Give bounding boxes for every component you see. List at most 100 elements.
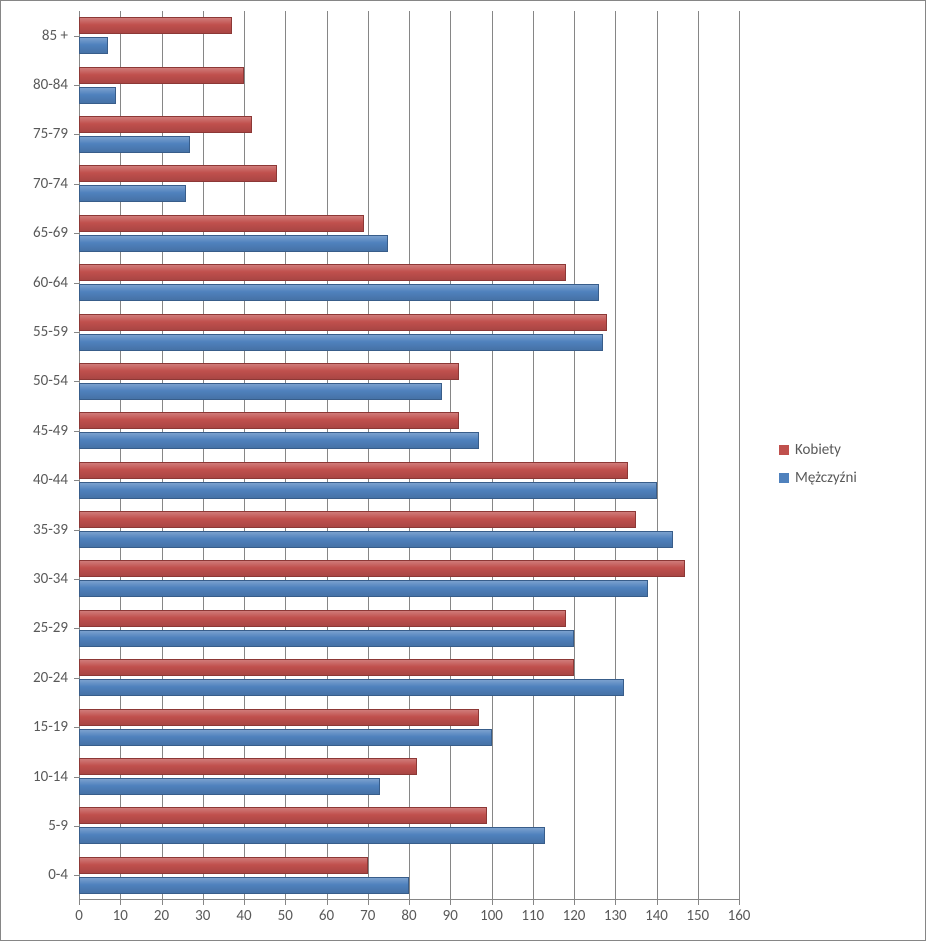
bar	[79, 17, 232, 34]
y-tick-label: 5-9	[48, 817, 68, 835]
x-tick-label: 40	[236, 907, 251, 925]
x-tick	[409, 900, 410, 905]
y-tick	[74, 332, 79, 333]
x-tick	[244, 900, 245, 905]
x-tick-label: 0	[75, 907, 83, 925]
bar	[79, 264, 566, 281]
bar	[79, 215, 364, 232]
y-tick-label: 70-74	[33, 175, 68, 193]
y-tick	[74, 134, 79, 135]
y-tick	[74, 628, 79, 629]
gridline	[615, 11, 616, 900]
plot-area	[79, 11, 739, 900]
bar	[79, 185, 186, 202]
y-tick-label: 65-69	[33, 224, 68, 242]
y-tick	[74, 579, 79, 580]
bar	[79, 511, 636, 528]
bar	[79, 116, 252, 133]
gridline	[450, 11, 451, 900]
y-tick-label: 45-49	[33, 422, 68, 440]
gridline	[698, 11, 699, 900]
x-tick	[657, 900, 658, 905]
x-tick-label: 80	[401, 907, 416, 925]
bar	[79, 758, 417, 775]
bar	[79, 383, 442, 400]
legend-swatch	[779, 473, 789, 483]
y-tick	[74, 875, 79, 876]
gridline	[574, 11, 575, 900]
bar	[79, 630, 574, 647]
bar	[79, 136, 190, 153]
bar	[79, 87, 116, 104]
y-tick-label: 35-39	[33, 521, 68, 539]
bar	[79, 827, 545, 844]
x-tick	[450, 900, 451, 905]
bar	[79, 610, 566, 627]
x-tick	[120, 900, 121, 905]
x-tick-label: 100	[480, 907, 503, 925]
bar	[79, 679, 624, 696]
bar	[79, 284, 599, 301]
bar	[79, 412, 459, 429]
y-tick	[74, 727, 79, 728]
y-tick-label: 0-4	[48, 866, 68, 884]
x-tick	[574, 900, 575, 905]
x-tick-label: 30	[195, 907, 210, 925]
y-tick	[74, 826, 79, 827]
x-tick-label: 150	[686, 907, 709, 925]
x-tick	[739, 900, 740, 905]
x-tick	[492, 900, 493, 905]
x-tick-label: 140	[645, 907, 668, 925]
legend: KobietyMężczyźni	[779, 441, 857, 487]
y-tick	[74, 431, 79, 432]
legend-item: Kobiety	[779, 441, 857, 459]
y-tick-label: 25-29	[33, 619, 68, 637]
y-tick-label: 10-14	[33, 768, 68, 786]
y-tick-label: 55-59	[33, 323, 68, 341]
x-tick-label: 10	[113, 907, 128, 925]
y-tick-label: 85 +	[42, 27, 68, 45]
gridline	[739, 11, 740, 900]
x-tick-label: 90	[443, 907, 458, 925]
bar	[79, 314, 607, 331]
y-tick-label: 40-44	[33, 471, 68, 489]
x-tick-label: 60	[319, 907, 334, 925]
bar	[79, 334, 603, 351]
bar	[79, 67, 244, 84]
bar	[79, 531, 673, 548]
bar	[79, 807, 487, 824]
bar	[79, 857, 368, 874]
bar	[79, 165, 277, 182]
y-tick	[74, 777, 79, 778]
x-tick-label: 20	[154, 907, 169, 925]
bar	[79, 432, 479, 449]
legend-label: Kobiety	[795, 441, 841, 459]
x-tick	[285, 900, 286, 905]
y-tick	[74, 36, 79, 37]
x-tick	[327, 900, 328, 905]
x-tick-label: 110	[521, 907, 544, 925]
x-tick	[368, 900, 369, 905]
bar	[79, 363, 459, 380]
legend-swatch	[779, 445, 789, 455]
y-tick	[74, 283, 79, 284]
x-tick	[203, 900, 204, 905]
x-tick	[162, 900, 163, 905]
x-tick	[615, 900, 616, 905]
x-tick-label: 160	[728, 907, 751, 925]
y-tick-label: 80-84	[33, 76, 68, 94]
y-tick	[74, 530, 79, 531]
x-tick	[79, 900, 80, 905]
y-tick	[74, 233, 79, 234]
y-tick	[74, 480, 79, 481]
bar	[79, 729, 492, 746]
y-tick-label: 20-24	[33, 669, 68, 687]
x-tick	[698, 900, 699, 905]
y-tick	[74, 85, 79, 86]
y-tick	[74, 184, 79, 185]
x-tick	[533, 900, 534, 905]
y-tick-label: 15-19	[33, 718, 68, 736]
chart-container: KobietyMężczyźni 01020304050607080901001…	[0, 0, 926, 941]
bar	[79, 462, 628, 479]
x-tick-label: 120	[563, 907, 586, 925]
